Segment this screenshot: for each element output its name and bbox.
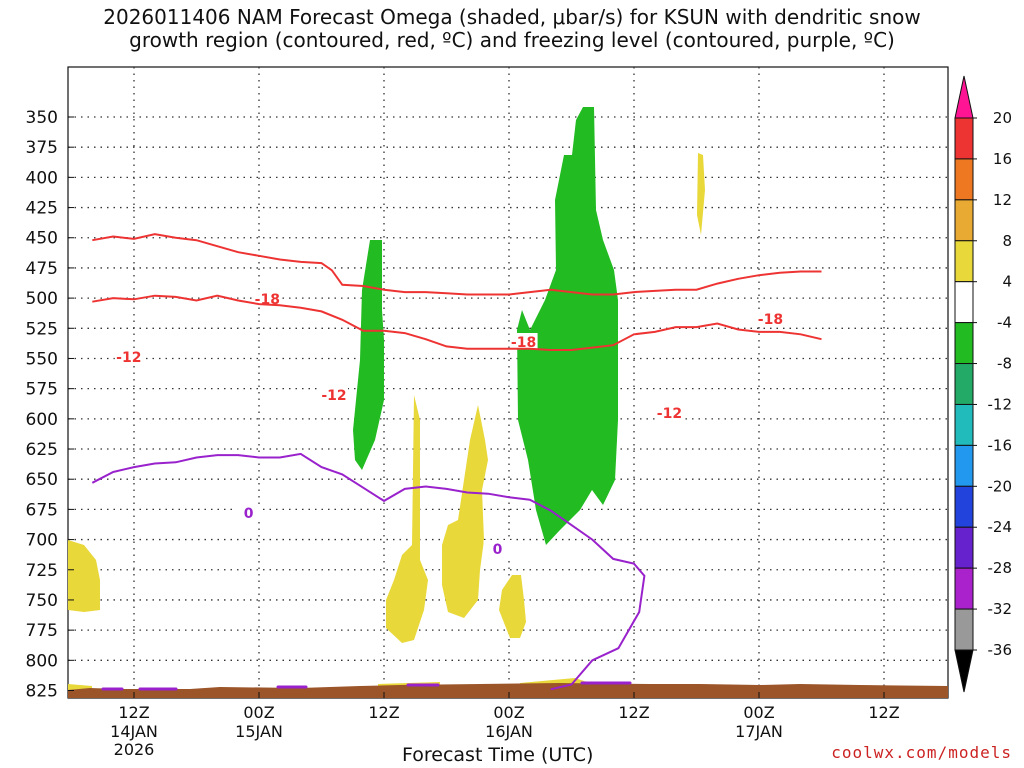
contour--18 (92, 233, 822, 296)
chart-title: 2026011406 NAM Forecast Omega (shaded, μ… (103, 5, 921, 52)
y-tick-label: 775 (26, 621, 58, 641)
omega-shade-yellow-1 (68, 540, 100, 612)
colorbar-label: 8 (1002, 232, 1012, 250)
y-tick-label: 375 (26, 138, 58, 158)
y-tick-label: 675 (26, 500, 58, 520)
colorbar-label: -36 (988, 641, 1013, 659)
contour-label-bg (655, 404, 684, 420)
x-tick-label: 00Z (493, 703, 524, 722)
omega-shade-green-2 (517, 107, 618, 545)
colorbar-label: 4 (1002, 273, 1012, 291)
contour-0 (91, 452, 646, 691)
colorbar-swatch (954, 117, 974, 160)
contour-label: 0 (493, 542, 503, 558)
y-tick-label: 400 (26, 168, 58, 188)
contour-label: -12 (321, 388, 346, 404)
colorbar-label: 12 (993, 191, 1012, 209)
x-tick-date: 16JAN (485, 722, 533, 741)
contour-label-bg (234, 504, 263, 520)
colorbar-label: -12 (988, 395, 1013, 413)
y-tick-label: 525 (26, 319, 58, 339)
credit-text: coolwx.com/models (831, 743, 1012, 762)
y-axis: 350 375 400 425 450 475 500 525 550 575 600 625 650 6… (26, 108, 74, 702)
y-tick-label: 575 (26, 380, 58, 400)
y-tick-label: 425 (26, 199, 58, 219)
y-tick-label: 350 (26, 108, 58, 128)
colorbar-label: -24 (988, 518, 1013, 536)
y-tick-label: 625 (26, 440, 58, 460)
contour-label: -18 (758, 312, 783, 328)
colorbar-label: -4 (997, 314, 1012, 332)
y-tick-label: 825 (26, 682, 58, 702)
colorbar-swatch (954, 608, 974, 651)
x-tick-label: 12Z (618, 703, 649, 722)
y-tick-label: 600 (26, 410, 58, 430)
y-tick-label: 725 (26, 561, 58, 581)
colorbar-label: -16 (988, 436, 1013, 454)
colorbar-top-arrow (954, 75, 974, 119)
x-tick-label: 12Z (868, 703, 899, 722)
y-tick-label: 750 (26, 591, 58, 611)
freezing-surface-segments (101, 681, 632, 691)
colorbar-label: 20 (993, 109, 1012, 127)
contour-label-bg (509, 333, 538, 349)
x-tick-label: 00Z (743, 703, 774, 722)
y-tick-label: 800 (26, 651, 58, 671)
colorbar-label: -8 (997, 355, 1012, 373)
colorbar-label: -28 (988, 559, 1013, 577)
omega-shading (68, 107, 705, 690)
contour-label-bg (320, 386, 348, 402)
terrain (68, 683, 948, 698)
colorbar-swatch (954, 485, 974, 528)
x-tick-date: 15JAN (235, 722, 283, 741)
contour--12 (92, 294, 822, 351)
colorbar-swatch (954, 199, 974, 242)
colorbar-swatch (954, 322, 974, 365)
contour-label-bg (756, 310, 785, 326)
contour-label-bg (114, 348, 143, 364)
x-tick-label: 12Z (368, 703, 399, 722)
omega-shade-yellow-5 (697, 153, 705, 235)
contour-label: -12 (657, 406, 682, 422)
x-tick-date: 14JAN (110, 722, 158, 741)
colorbar: 20 16 12 8 4 -4 -8 -12 -16 -20 -24 -28 -32 -36 (954, 75, 1013, 693)
contour-label: -12 (116, 350, 141, 366)
colorbar-swatch (954, 567, 974, 610)
omega-shade-green-1 (353, 240, 384, 470)
x-tick-label: 00Z (243, 703, 274, 722)
x-axis-title: Forecast Time (UTC) (402, 744, 594, 766)
y-tick-label: 450 (26, 229, 58, 249)
colorbar-swatch (954, 363, 974, 405)
colorbar-swatch (954, 281, 974, 324)
contour-label: 0 (244, 506, 254, 522)
y-tick-label: 475 (26, 259, 58, 279)
contour-label-bg (483, 540, 512, 556)
x-tick-label: 12Z (118, 703, 149, 722)
colorbar-swatch (954, 158, 974, 201)
colorbar-swatch (954, 526, 974, 569)
colorbar-label: -20 (988, 477, 1013, 495)
y-tick-label: 700 (26, 531, 58, 551)
contour-label-bg (253, 290, 282, 306)
y-tick-label: 550 (26, 349, 58, 369)
colorbar-swatch (954, 403, 974, 446)
colorbar-swatch (954, 240, 974, 283)
contour-label: -18 (511, 335, 536, 351)
colorbar-label: -32 (988, 600, 1013, 618)
x-tick-date: 17JAN (735, 722, 783, 741)
omega-shade-yellow-3 (442, 405, 488, 618)
omega-shade-yellow-2 (386, 395, 428, 643)
y-tick-label: 500 (26, 289, 58, 309)
omega-shade-yellow-4 (499, 575, 526, 638)
colorbar-bottom-arrow (954, 649, 974, 693)
colorbar-label: 16 (993, 150, 1012, 168)
x-tick-year: 2026 (114, 740, 155, 759)
y-tick-label: 650 (26, 470, 58, 490)
colorbar-swatch (954, 444, 974, 487)
